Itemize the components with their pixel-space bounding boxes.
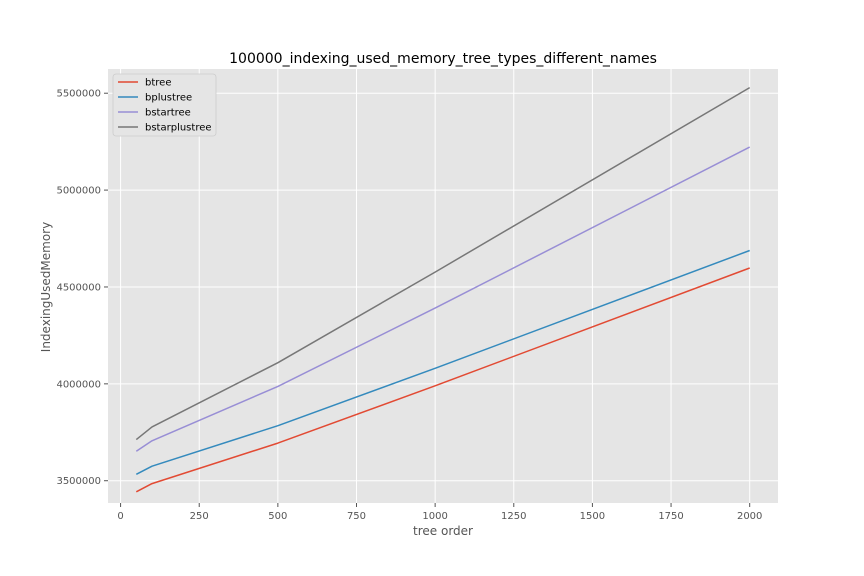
y-axis-title: IndexingUsedMemory: [39, 222, 53, 352]
y-tick-label: 4500000: [56, 282, 101, 293]
x-tick-label: 1000: [422, 511, 447, 522]
x-tick-label: 0: [117, 511, 123, 522]
series-line-bplustree: [135, 249, 750, 475]
plot-area: [108, 69, 778, 503]
y-axis: 3500000 4000000 4500000 5000000 5500000: [56, 89, 108, 487]
legend-label-btree: btree: [145, 78, 171, 89]
x-tick-label: 500: [268, 511, 287, 522]
chart-title: 100000_indexing_used_memory_tree_types_d…: [229, 51, 657, 67]
y-tick-label: 5500000: [56, 89, 101, 100]
x-axis: 0 250 500 750 1000 1250 1500 1750 2000: [117, 503, 762, 522]
x-tick-label: 1250: [501, 511, 526, 522]
series-line-bstartree: [135, 146, 751, 452]
legend-label-bstartree: bstartree: [145, 108, 191, 119]
y-tick-label: 3500000: [56, 476, 101, 487]
series-line-btree: [135, 267, 750, 493]
x-tick-label: 1750: [658, 511, 683, 522]
x-tick-label: 1500: [580, 511, 605, 522]
x-tick-label: 750: [347, 511, 366, 522]
y-tick-label: 4000000: [56, 379, 101, 390]
legend: btree bplustree bstartree bstarplustree: [112, 73, 217, 137]
x-tick-label: 250: [190, 511, 209, 522]
legend-label-bplustree: bplustree: [145, 93, 192, 104]
x-axis-title: tree order: [413, 524, 473, 538]
legend-label-bstarplustree: bstarplustree: [145, 123, 212, 134]
y-tick-label: 5000000: [56, 186, 101, 197]
x-tick-label: 2000: [737, 511, 762, 522]
series-lines: [135, 86, 751, 493]
legend-box: [112, 73, 217, 137]
series-line-bstarplustree: [135, 86, 751, 441]
grid: [108, 69, 778, 503]
